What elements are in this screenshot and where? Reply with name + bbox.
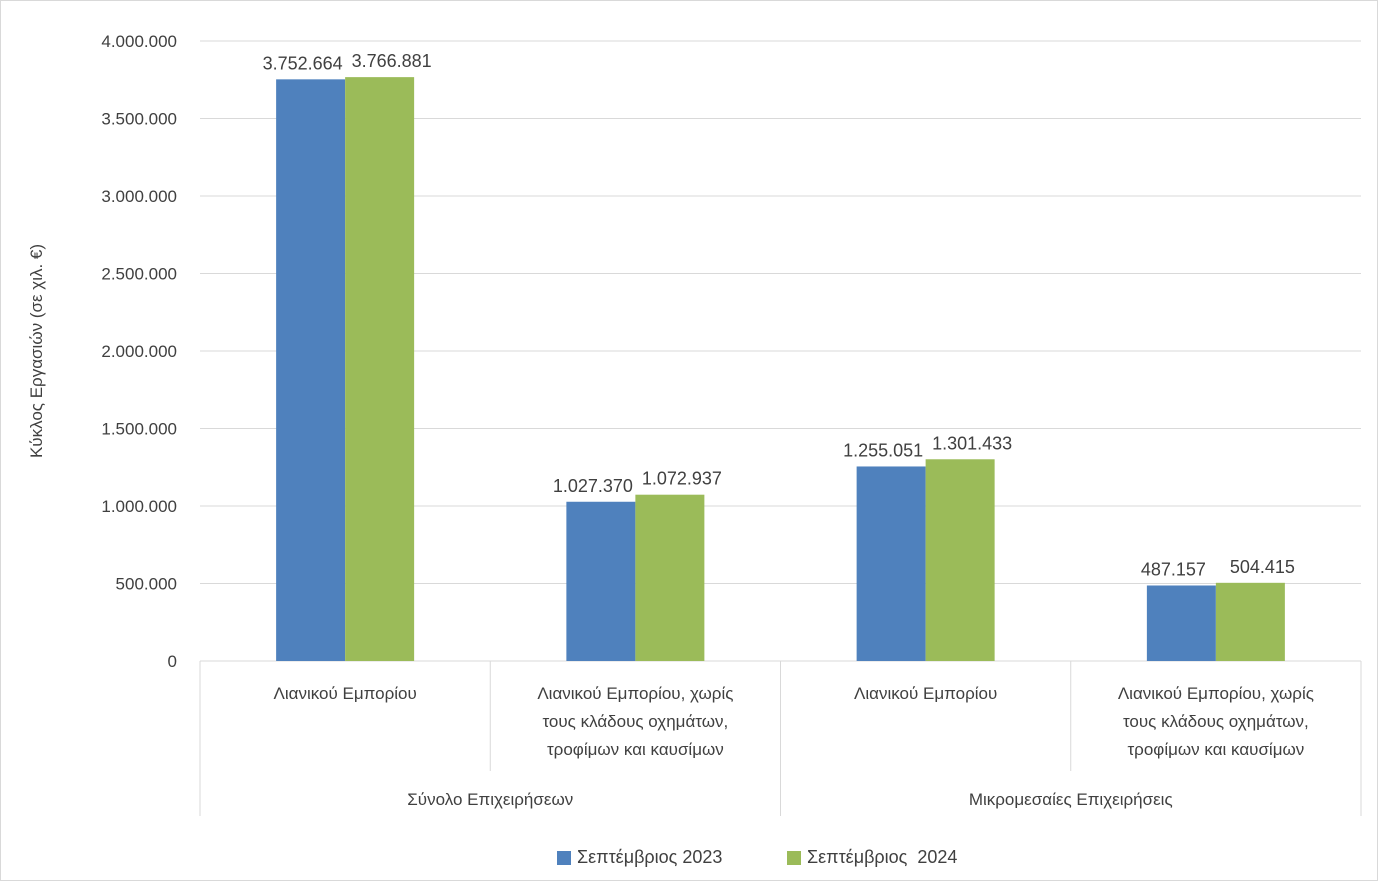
legend-label: Σεπτέμβριος 2023 <box>577 847 722 867</box>
y-tick-label: 0 <box>168 652 177 671</box>
data-label: 3.766.881 <box>352 51 432 71</box>
data-label: 1.255.051 <box>843 440 923 460</box>
y-tick-label: 500.000 <box>116 575 177 594</box>
bar[interactable] <box>925 459 995 661</box>
group-label: Μικρομεσαίες Επιχειρήσεις <box>969 790 1173 809</box>
category-label: Λιανικού Εμπορίου, χωρίς <box>537 684 733 703</box>
data-label: 3.752.664 <box>263 53 343 73</box>
legend-label: Σεπτέμβριος 2024 <box>807 847 957 867</box>
bar[interactable] <box>856 466 926 661</box>
data-label: 1.027.370 <box>553 476 633 496</box>
category-label: Λιανικού Εμπορίου <box>273 684 416 703</box>
legend-swatch <box>557 851 571 865</box>
legend-swatch <box>787 851 801 865</box>
category-label: τροφίμων και καυσίμων <box>547 740 724 759</box>
group-label: Σύνολο Επιχειρήσεων <box>407 790 573 809</box>
data-label: 487.157 <box>1141 559 1206 579</box>
category-label: Λιανικού Εμπορίου, χωρίς <box>1118 684 1314 703</box>
bar[interactable] <box>566 501 636 661</box>
y-tick-label: 2.000.000 <box>101 342 177 361</box>
category-label: τους κλάδους οχημάτων, <box>542 712 728 731</box>
y-tick-label: 4.000.000 <box>101 32 177 51</box>
bar[interactable] <box>1146 585 1216 661</box>
data-label: 1.072.937 <box>642 469 722 489</box>
y-tick-label: 1.500.000 <box>101 420 177 439</box>
category-label: Λιανικού Εμπορίου <box>854 684 997 703</box>
data-label: 1.301.433 <box>932 433 1012 453</box>
bar[interactable] <box>635 494 705 661</box>
bar[interactable] <box>276 79 346 661</box>
y-tick-label: 1.000.000 <box>101 497 177 516</box>
data-label: 504.415 <box>1230 557 1295 577</box>
category-label: τους κλάδους οχημάτων, <box>1123 712 1309 731</box>
y-axis-title: Κύκλος Εργασιών (σε χιλ. €) <box>27 244 46 458</box>
y-tick-label: 2.500.000 <box>101 265 177 284</box>
category-label: τροφίμων και καυσίμων <box>1127 740 1304 759</box>
bar[interactable] <box>1215 582 1285 661</box>
y-tick-label: 3.500.000 <box>101 110 177 129</box>
y-tick-label: 3.000.000 <box>101 187 177 206</box>
bar[interactable] <box>345 77 415 662</box>
